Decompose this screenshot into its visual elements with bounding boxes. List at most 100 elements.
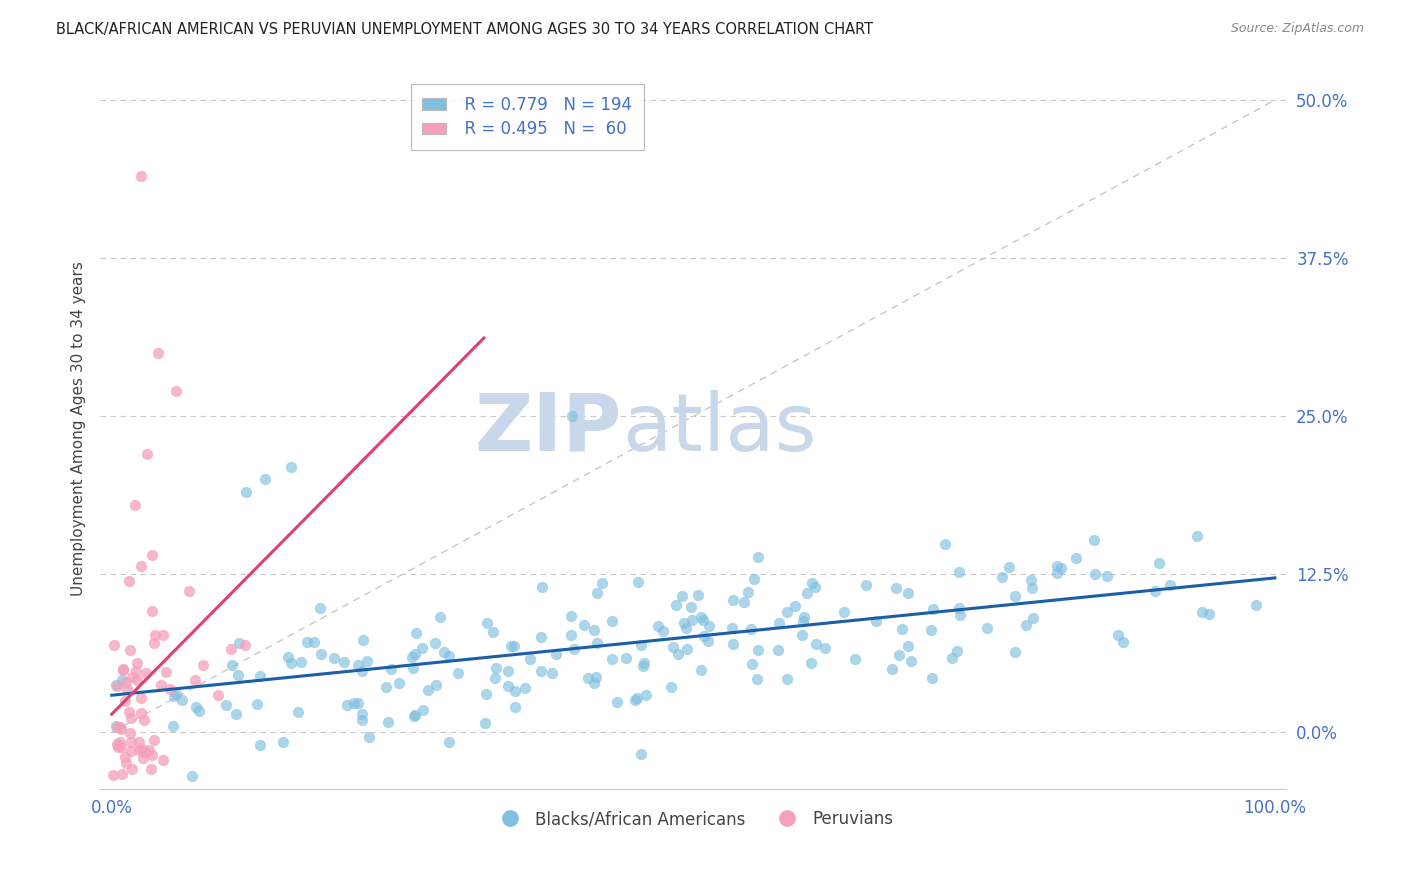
Point xyxy=(776,605,799,619)
Point xyxy=(626,690,648,705)
Point xyxy=(225,706,247,721)
Point xyxy=(792,614,814,628)
Point xyxy=(564,642,586,657)
Point xyxy=(120,735,142,749)
Point xyxy=(666,647,689,661)
Point xyxy=(423,635,446,649)
Point xyxy=(110,722,132,736)
Point xyxy=(249,669,271,683)
Point xyxy=(412,702,434,716)
Point xyxy=(934,537,956,551)
Point xyxy=(302,635,325,649)
Point xyxy=(105,719,128,733)
Point xyxy=(187,704,209,718)
Point xyxy=(115,756,138,770)
Point xyxy=(662,640,685,654)
Point xyxy=(134,745,156,759)
Point xyxy=(1191,606,1213,620)
Point xyxy=(352,633,374,648)
Point xyxy=(585,586,607,600)
Point xyxy=(1014,618,1036,632)
Point xyxy=(129,169,152,183)
Point xyxy=(1046,559,1069,574)
Point xyxy=(108,735,131,749)
Point xyxy=(343,696,366,710)
Y-axis label: Unemployment Among Ages 30 to 34 years: Unemployment Among Ages 30 to 34 years xyxy=(72,261,86,597)
Point xyxy=(948,601,970,615)
Point xyxy=(332,655,354,669)
Point xyxy=(1143,583,1166,598)
Point xyxy=(1097,569,1119,583)
Point xyxy=(503,700,526,714)
Point xyxy=(336,698,359,713)
Point xyxy=(801,575,824,590)
Point xyxy=(501,639,523,653)
Point xyxy=(139,762,162,776)
Point xyxy=(135,447,157,461)
Point xyxy=(681,613,703,627)
Point xyxy=(131,558,153,573)
Point xyxy=(184,673,207,687)
Point xyxy=(110,720,132,734)
Point xyxy=(111,767,134,781)
Point xyxy=(152,628,174,642)
Point xyxy=(297,635,319,649)
Point xyxy=(277,649,299,664)
Point xyxy=(1084,566,1107,581)
Point xyxy=(114,749,136,764)
Point xyxy=(207,688,229,702)
Point xyxy=(583,623,606,637)
Point xyxy=(172,693,194,707)
Point xyxy=(280,459,302,474)
Point xyxy=(402,661,425,675)
Point xyxy=(228,636,250,650)
Point xyxy=(482,625,505,640)
Point xyxy=(1185,529,1208,543)
Point xyxy=(141,748,163,763)
Point xyxy=(897,639,920,653)
Point xyxy=(721,637,744,651)
Point xyxy=(1064,551,1087,566)
Point xyxy=(219,641,242,656)
Point xyxy=(425,678,447,692)
Point xyxy=(127,673,149,687)
Point xyxy=(118,705,141,719)
Point xyxy=(131,742,153,756)
Point xyxy=(578,671,600,685)
Text: atlas: atlas xyxy=(621,390,817,468)
Point xyxy=(560,609,582,624)
Text: Source: ZipAtlas.com: Source: ZipAtlas.com xyxy=(1230,22,1364,36)
Point xyxy=(776,672,799,686)
Point xyxy=(1112,634,1135,648)
Point xyxy=(309,647,332,661)
Point xyxy=(834,605,856,619)
Point xyxy=(249,738,271,752)
Point xyxy=(796,585,818,599)
Point xyxy=(118,643,141,657)
Point xyxy=(120,711,142,725)
Point xyxy=(150,678,173,692)
Point xyxy=(138,743,160,757)
Point xyxy=(117,872,139,887)
Point xyxy=(665,599,688,613)
Point xyxy=(659,680,682,694)
Point xyxy=(388,676,411,690)
Point xyxy=(120,726,142,740)
Point xyxy=(226,667,249,681)
Point xyxy=(105,737,128,751)
Point xyxy=(561,409,583,424)
Point xyxy=(742,572,765,586)
Point xyxy=(519,652,541,666)
Point xyxy=(630,638,652,652)
Point xyxy=(159,681,181,696)
Point xyxy=(121,670,143,684)
Point xyxy=(948,565,970,579)
Point xyxy=(572,618,595,632)
Point xyxy=(690,609,713,624)
Point xyxy=(672,616,695,631)
Point xyxy=(111,663,134,677)
Point xyxy=(429,609,451,624)
Text: BLACK/AFRICAN AMERICAN VS PERUVIAN UNEMPLOYMENT AMONG AGES 30 TO 34 YEARS CORREL: BLACK/AFRICAN AMERICAN VS PERUVIAN UNEMP… xyxy=(56,22,873,37)
Point xyxy=(623,692,645,706)
Point xyxy=(105,678,128,692)
